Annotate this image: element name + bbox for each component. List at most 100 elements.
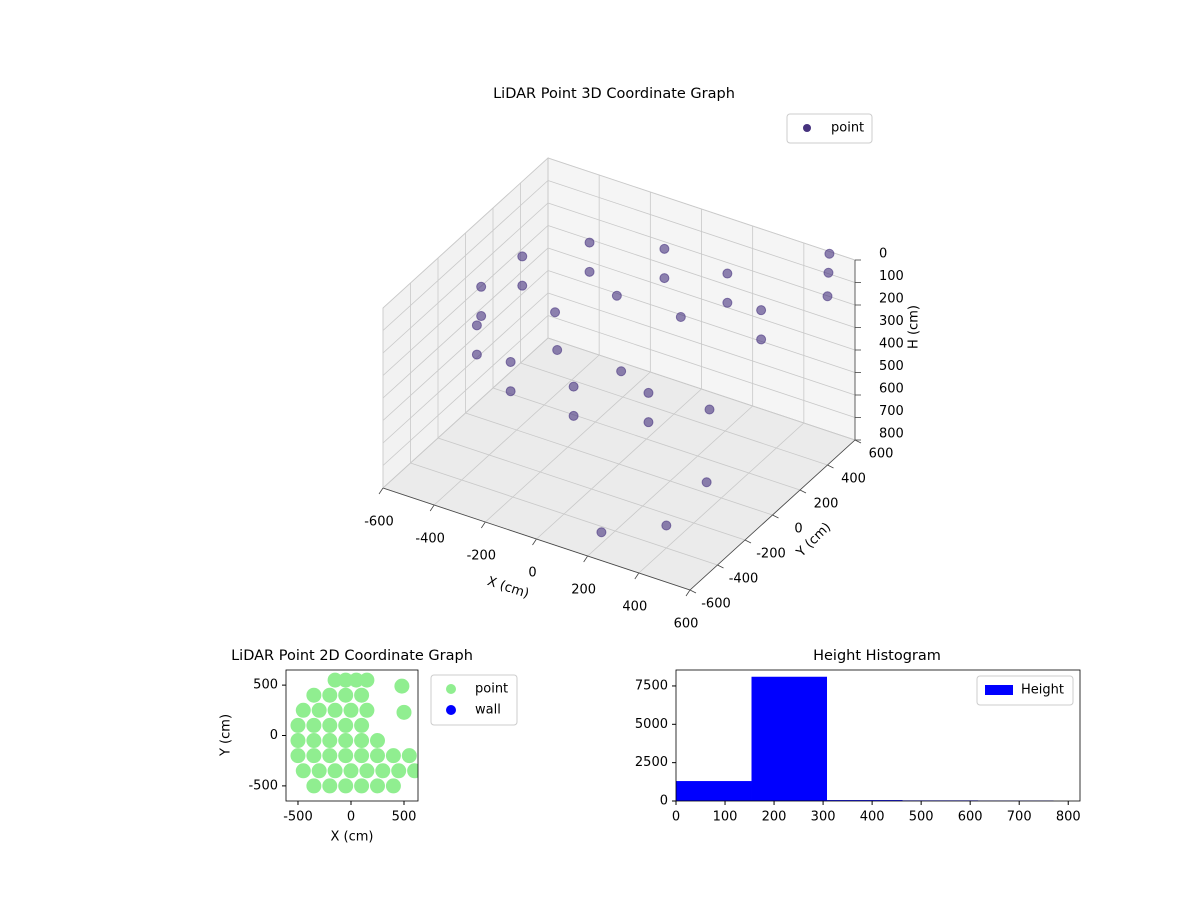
x-axis-label: X (cm) — [331, 830, 374, 845]
z-tick-label: 500 — [879, 359, 904, 374]
point — [322, 687, 338, 703]
grid-line — [520, 362, 828, 466]
x-tick-label: 400 — [860, 810, 885, 825]
point — [327, 763, 343, 779]
point — [306, 748, 322, 764]
tick-mark — [689, 589, 697, 594]
y-tick-label: 2500 — [635, 755, 668, 770]
z-tick-label: 200 — [879, 292, 904, 307]
point — [643, 387, 654, 398]
point — [471, 320, 482, 331]
point — [407, 763, 418, 779]
bar — [827, 800, 903, 801]
x-tick-label: -600 — [364, 515, 394, 530]
point — [306, 733, 322, 749]
point — [823, 267, 834, 278]
legend-label: point — [831, 121, 864, 136]
x-tick-label: 500 — [909, 810, 934, 825]
legend-box — [976, 675, 1074, 706]
point — [568, 410, 579, 421]
tick-mark — [583, 555, 588, 563]
point — [354, 733, 370, 749]
point — [359, 702, 375, 718]
grid-line — [382, 247, 549, 399]
tick-mark — [799, 489, 807, 494]
point — [338, 672, 354, 688]
grid-line — [547, 315, 856, 418]
grid-line — [382, 292, 549, 444]
point — [596, 527, 607, 538]
tick-mark — [854, 439, 862, 444]
z-tick-label: 700 — [879, 404, 904, 419]
point — [659, 273, 670, 284]
tick-mark — [717, 564, 724, 569]
grid-line — [382, 202, 549, 354]
point — [584, 266, 595, 277]
point — [476, 311, 487, 322]
legend-label: wall — [475, 703, 501, 718]
point — [822, 291, 833, 302]
point — [348, 672, 364, 688]
x-tick-label: 600 — [958, 810, 983, 825]
z-axis-label: H (cm) — [907, 305, 922, 349]
x-tick-label: 800 — [1056, 810, 1081, 825]
point — [322, 717, 338, 733]
point — [643, 417, 654, 428]
tick-mark — [532, 538, 537, 546]
point — [568, 381, 579, 392]
point — [338, 717, 354, 733]
point — [354, 778, 370, 794]
bar — [751, 676, 828, 801]
point — [476, 281, 487, 292]
grid-line — [382, 180, 549, 331]
grid-line — [382, 315, 549, 466]
point — [375, 763, 391, 779]
x-tick-label: -400 — [415, 532, 445, 547]
point — [517, 251, 528, 262]
point — [505, 356, 516, 367]
tick-mark — [634, 572, 640, 580]
plot-area — [290, 672, 418, 794]
point — [343, 763, 359, 779]
point — [369, 778, 385, 794]
point — [385, 778, 401, 794]
point — [471, 349, 482, 360]
y-tick-label: 0 — [270, 728, 278, 743]
point — [611, 290, 622, 301]
x-tick-label: 700 — [1007, 810, 1032, 825]
point — [295, 763, 311, 779]
point — [550, 307, 561, 318]
x-tick-label: 300 — [811, 810, 836, 825]
grid-line — [492, 387, 801, 491]
axis-line — [689, 439, 856, 591]
tick-mark — [378, 487, 384, 495]
point — [756, 305, 767, 316]
grid-line — [382, 270, 549, 421]
y-axis-label: Y (cm) — [219, 714, 234, 757]
point — [290, 748, 306, 764]
grid-line — [547, 225, 856, 328]
point — [338, 687, 354, 703]
point — [338, 733, 354, 749]
bar — [676, 781, 752, 801]
grid-line — [382, 157, 549, 309]
tick-mark — [429, 504, 435, 512]
tick-mark — [481, 521, 486, 529]
point — [327, 672, 343, 688]
legend-marker — [446, 684, 456, 694]
point — [354, 717, 370, 733]
point — [311, 702, 327, 718]
point — [722, 297, 733, 308]
legend-marker — [446, 705, 456, 715]
y-tick-label: 0 — [660, 794, 668, 809]
point — [359, 672, 375, 688]
point — [290, 733, 306, 749]
z-tick-label: 600 — [879, 382, 904, 397]
point — [385, 748, 401, 764]
point — [354, 748, 370, 764]
legend-box — [786, 113, 873, 144]
point — [704, 404, 715, 415]
axes-frame — [675, 669, 1081, 802]
y-tick-label: 500 — [253, 678, 278, 693]
